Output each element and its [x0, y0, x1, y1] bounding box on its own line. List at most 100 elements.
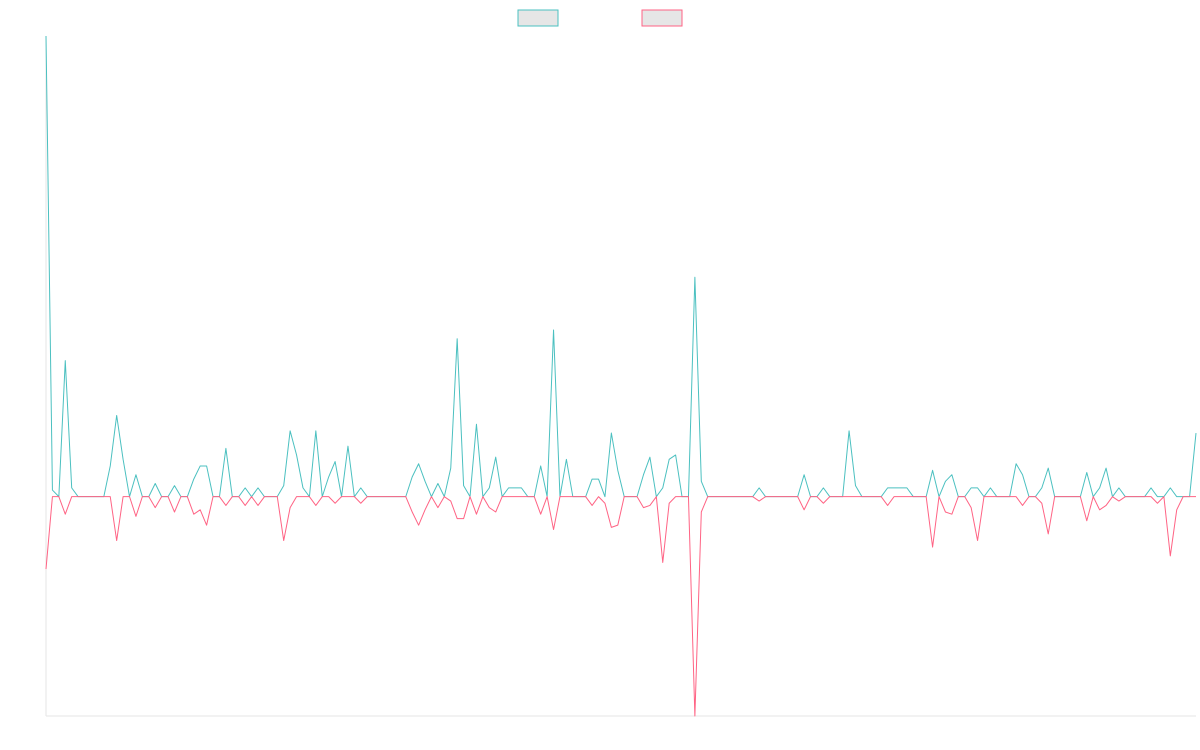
- series-1-point[interactable]: [152, 480, 158, 486]
- series-1-point[interactable]: [171, 483, 177, 489]
- series-2-point[interactable]: [332, 500, 338, 506]
- series-1-point[interactable]: [332, 459, 338, 465]
- series-1-point[interactable]: [904, 485, 910, 491]
- series-1-point[interactable]: [287, 428, 293, 434]
- series-1-point[interactable]: [1039, 485, 1045, 491]
- series-2-point[interactable]: [942, 509, 948, 515]
- series-2-point[interactable]: [820, 500, 826, 506]
- series-2-point[interactable]: [448, 498, 454, 504]
- series-1-point[interactable]: [1148, 485, 1154, 491]
- series-2-point[interactable]: [204, 522, 210, 528]
- series-2-point[interactable]: [255, 502, 261, 508]
- series-1-point[interactable]: [968, 485, 974, 491]
- series-2-point[interactable]: [171, 509, 177, 515]
- series-1-point[interactable]: [409, 474, 415, 480]
- series-2-point[interactable]: [1039, 500, 1045, 506]
- series-2-point[interactable]: [647, 502, 653, 508]
- series-2-point[interactable]: [43, 566, 49, 572]
- series-1-point[interactable]: [1116, 485, 1122, 491]
- series-1-point[interactable]: [197, 463, 203, 469]
- series-1-point[interactable]: [1193, 430, 1199, 436]
- series-2-point[interactable]: [698, 509, 704, 515]
- series-1-point[interactable]: [538, 463, 544, 469]
- series-2-point[interactable]: [152, 505, 158, 511]
- series-1-point[interactable]: [692, 274, 698, 280]
- series-1-point[interactable]: [416, 461, 422, 467]
- series-1-point[interactable]: [930, 467, 936, 473]
- series-2-point[interactable]: [666, 500, 672, 506]
- series-1-point[interactable]: [756, 485, 762, 491]
- series-2-point[interactable]: [1174, 507, 1180, 513]
- series-1-point[interactable]: [191, 476, 197, 482]
- series-1-point[interactable]: [846, 428, 852, 434]
- series-1-point[interactable]: [133, 472, 139, 478]
- series-2-point[interactable]: [454, 516, 460, 522]
- series-1-point[interactable]: [666, 456, 672, 462]
- legend-swatch-1[interactable]: [517, 9, 559, 27]
- series-1-point[interactable]: [589, 476, 595, 482]
- series-2-point[interactable]: [692, 713, 698, 719]
- series-1-point[interactable]: [435, 480, 441, 486]
- series-1-point[interactable]: [1084, 470, 1090, 476]
- series-1-point[interactable]: [885, 485, 891, 491]
- series-1-point[interactable]: [454, 336, 460, 342]
- series-2-point[interactable]: [949, 511, 955, 517]
- series-2-point[interactable]: [473, 511, 479, 517]
- series-1-point[interactable]: [448, 465, 454, 471]
- series-1-point[interactable]: [43, 33, 49, 39]
- series-1-point[interactable]: [358, 485, 364, 491]
- series-1-point[interactable]: [897, 485, 903, 491]
- series-1-point[interactable]: [223, 445, 229, 451]
- series-1-point[interactable]: [640, 472, 646, 478]
- series-1-point[interactable]: [698, 478, 704, 484]
- series-2-point[interactable]: [62, 511, 68, 517]
- series-2-point[interactable]: [801, 507, 807, 513]
- series-1-point[interactable]: [987, 485, 993, 491]
- series-2-point[interactable]: [461, 516, 467, 522]
- series-2-point[interactable]: [1103, 502, 1109, 508]
- series-2-point[interactable]: [223, 502, 229, 508]
- series-2-point[interactable]: [358, 500, 364, 506]
- series-1-point[interactable]: [281, 483, 287, 489]
- series-1-point[interactable]: [114, 412, 120, 418]
- series-1-point[interactable]: [853, 483, 859, 489]
- series-1-point[interactable]: [660, 485, 666, 491]
- series-2-point[interactable]: [930, 544, 936, 550]
- series-1-point[interactable]: [1020, 472, 1026, 478]
- series-2-point[interactable]: [1097, 507, 1103, 513]
- series-2-point[interactable]: [1084, 518, 1090, 524]
- series-1-point[interactable]: [69, 485, 75, 491]
- series-2-point[interactable]: [640, 505, 646, 511]
- series-1-point[interactable]: [345, 443, 351, 449]
- series-1-point[interactable]: [461, 483, 467, 489]
- series-1-point[interactable]: [596, 476, 602, 482]
- series-2-point[interactable]: [197, 507, 203, 513]
- series-1-point[interactable]: [615, 467, 621, 473]
- series-1-point[interactable]: [801, 472, 807, 478]
- series-2-point[interactable]: [435, 505, 441, 511]
- series-1-point[interactable]: [1103, 465, 1109, 471]
- series-2-point[interactable]: [114, 538, 120, 544]
- series-1-point[interactable]: [422, 478, 428, 484]
- series-2-point[interactable]: [422, 507, 428, 513]
- series-1-point[interactable]: [551, 327, 557, 333]
- series-1-point[interactable]: [942, 478, 948, 484]
- series-1-point[interactable]: [949, 472, 955, 478]
- series-1-point[interactable]: [1167, 485, 1173, 491]
- series-2-point[interactable]: [409, 509, 415, 515]
- legend-swatch-2[interactable]: [641, 9, 683, 27]
- series-1-point[interactable]: [486, 485, 492, 491]
- series-1-point[interactable]: [1013, 461, 1019, 467]
- series-2-point[interactable]: [281, 538, 287, 544]
- series-2-point[interactable]: [287, 505, 293, 511]
- series-1-point[interactable]: [647, 454, 653, 460]
- series-2-point[interactable]: [416, 522, 422, 528]
- series-2-point[interactable]: [1154, 500, 1160, 506]
- series-2-point[interactable]: [885, 502, 891, 508]
- series-1-point[interactable]: [326, 474, 332, 480]
- series-2-point[interactable]: [133, 513, 139, 519]
- series-1-point[interactable]: [107, 463, 113, 469]
- series-1-point[interactable]: [506, 485, 512, 491]
- series-1-point[interactable]: [313, 428, 319, 434]
- series-1-point[interactable]: [975, 485, 981, 491]
